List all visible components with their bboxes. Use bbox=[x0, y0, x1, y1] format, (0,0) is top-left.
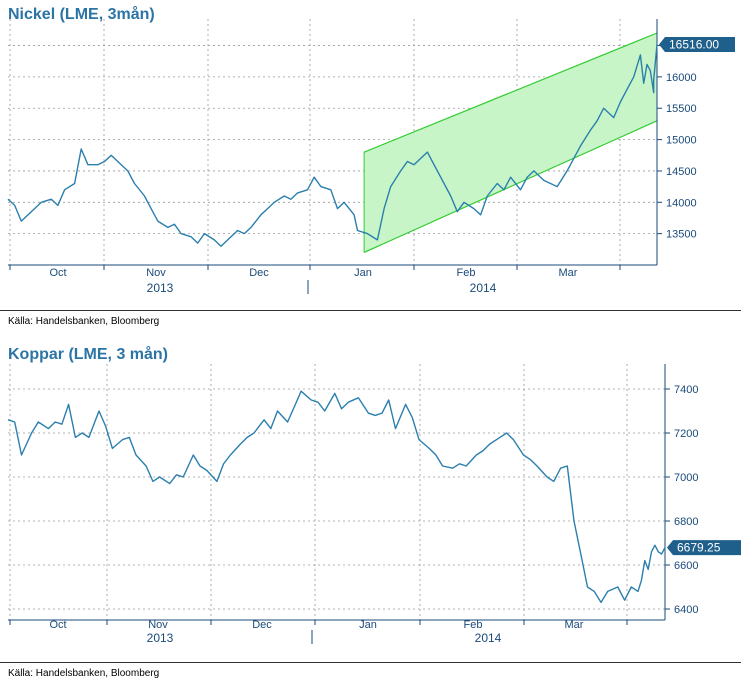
chart-title: Koppar (LME, 3 mån) bbox=[8, 346, 169, 363]
y-tick-label: 6400 bbox=[674, 604, 698, 616]
y-tick-label: 15500 bbox=[666, 103, 697, 115]
y-tick-label: 7200 bbox=[674, 428, 698, 440]
x-tick-label: Dec bbox=[252, 619, 272, 631]
x-tick-label: Nov bbox=[146, 267, 166, 279]
x-tick-label: Mar bbox=[559, 267, 578, 279]
y-tick-label: 6800 bbox=[674, 516, 698, 528]
x-tick-label: Feb bbox=[464, 619, 483, 631]
x-tick-label: Jan bbox=[354, 267, 372, 279]
x-tick-label: Nov bbox=[148, 619, 168, 631]
source-note: Källa: Handelsbanken, Bloomberg bbox=[8, 668, 160, 679]
y-tick-label: 7000 bbox=[674, 472, 698, 484]
x-tick-label: Jan bbox=[359, 619, 377, 631]
x-tick-label: Oct bbox=[49, 619, 66, 631]
y-tick-label: 7400 bbox=[674, 384, 698, 396]
y-tick-label: 15000 bbox=[666, 135, 697, 147]
last-value-label: 16516.00 bbox=[669, 38, 719, 52]
x-year-label: 2014 bbox=[470, 281, 497, 295]
x-year-label: 2013 bbox=[147, 281, 174, 295]
divider bbox=[0, 310, 741, 311]
x-tick-label: Mar bbox=[565, 619, 584, 631]
trend-channel-upper bbox=[363, 32, 658, 153]
y-tick-label: 14500 bbox=[666, 166, 697, 178]
y-tick-label: 14000 bbox=[666, 197, 697, 209]
trend-channel-lower bbox=[363, 120, 658, 254]
divider bbox=[0, 662, 741, 663]
last-value-badge bbox=[667, 540, 741, 556]
chart-title: Nickel (LME, 3mån) bbox=[8, 6, 155, 23]
y-tick-label: 13500 bbox=[666, 229, 697, 241]
chart-1: 6400 6600 6800 7000 7200 7400 Oct Nov Dec Jan Feb M… bbox=[7, 364, 741, 645]
x-year-label: 2014 bbox=[475, 631, 502, 645]
last-value-badge bbox=[659, 37, 735, 53]
chart-0: 13500140001450015000155001600016500OctNo… bbox=[7, 19, 735, 295]
x-tick-label: Dec bbox=[249, 267, 269, 279]
last-value-label: 6679.25 bbox=[677, 541, 721, 555]
source-note: Källa: Handelsbanken, Bloomberg bbox=[8, 316, 160, 327]
series-line bbox=[7, 390, 666, 604]
series-line bbox=[7, 44, 658, 247]
y-tick-label: 16000 bbox=[666, 72, 697, 84]
x-year-label: 2013 bbox=[147, 631, 174, 645]
y-tick-label: 6600 bbox=[674, 560, 698, 572]
trend-channel-fill bbox=[364, 33, 657, 253]
x-tick-label: Oct bbox=[49, 267, 66, 279]
x-tick-label: Feb bbox=[457, 267, 476, 279]
